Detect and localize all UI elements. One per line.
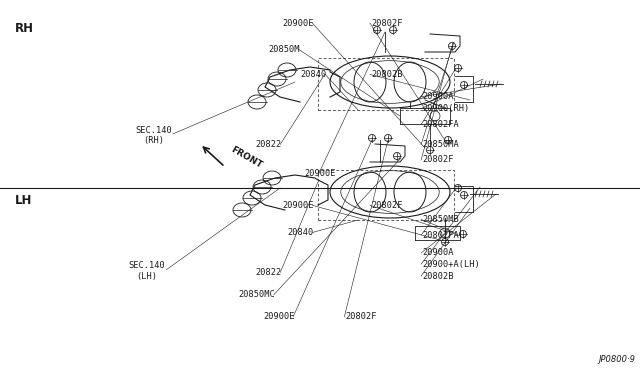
- Text: 20802F: 20802F: [422, 155, 454, 164]
- Text: 20900A: 20900A: [422, 248, 454, 257]
- Text: 20850MC: 20850MC: [239, 290, 275, 299]
- Text: 20840: 20840: [287, 228, 314, 237]
- Text: 20850M: 20850M: [268, 45, 300, 54]
- Text: 20822: 20822: [255, 268, 282, 277]
- Text: 20802FA: 20802FA: [422, 120, 459, 129]
- Text: 20900E: 20900E: [282, 19, 314, 28]
- Text: 20900A: 20900A: [422, 92, 454, 101]
- Text: 20802F: 20802F: [371, 201, 403, 210]
- Text: 20802F: 20802F: [371, 19, 403, 28]
- Text: LH: LH: [15, 194, 33, 207]
- Text: 20822: 20822: [255, 140, 282, 149]
- Text: SEC.140
(LH): SEC.140 (LH): [129, 261, 166, 280]
- Text: 20802B: 20802B: [422, 272, 454, 280]
- Text: 20900E: 20900E: [282, 201, 314, 210]
- Text: 20802B: 20802B: [371, 70, 403, 79]
- Text: 20850MB: 20850MB: [422, 215, 459, 224]
- Text: 20850MA: 20850MA: [422, 140, 459, 149]
- Text: 20802F: 20802F: [346, 312, 377, 321]
- Text: 20900(RH): 20900(RH): [422, 104, 470, 113]
- Text: 20802FA: 20802FA: [422, 231, 459, 240]
- Text: 20900E: 20900E: [304, 169, 336, 178]
- Text: 20900E: 20900E: [263, 312, 294, 321]
- Text: 20900+A(LH): 20900+A(LH): [422, 260, 480, 269]
- Text: JP0800·9: JP0800·9: [598, 355, 635, 364]
- Text: 20840: 20840: [300, 70, 326, 79]
- Text: SEC.140
(RH): SEC.140 (RH): [135, 126, 172, 145]
- Text: RH: RH: [15, 22, 34, 35]
- Text: FRONT: FRONT: [229, 145, 264, 170]
